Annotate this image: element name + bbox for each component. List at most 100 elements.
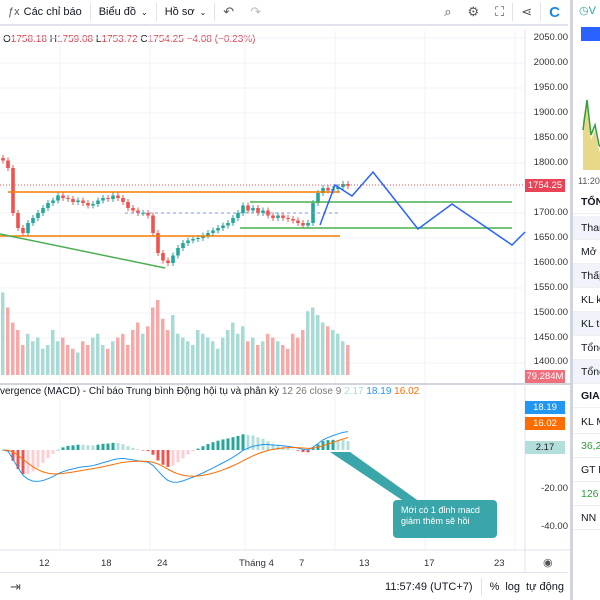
- settings-circle-icon[interactable]: ◉: [543, 557, 553, 569]
- candle-body: [291, 219, 295, 221]
- macd-histogram-bar: [31, 450, 35, 472]
- gear-icon[interactable]: ⚙: [467, 4, 480, 19]
- candle-body: [266, 210, 270, 216]
- auto-toggle[interactable]: tự động: [526, 580, 564, 593]
- volume-bar: [301, 330, 305, 375]
- price-chart[interactable]: [0, 0, 570, 572]
- volume-bar: [201, 333, 205, 375]
- goto-date-icon[interactable]: ⇥: [10, 578, 21, 594]
- redo-icon[interactable]: ↷: [250, 4, 262, 19]
- annotation-callout[interactable]: Mới có 1 đỉnh macd giảm thêm sẽ hồi: [393, 500, 497, 538]
- summary-row-label: Thar: [573, 216, 600, 240]
- divider: [214, 3, 216, 21]
- macd-histogram-bar: [171, 450, 175, 466]
- percent-toggle[interactable]: %: [489, 580, 500, 593]
- macd-histogram-bar: [26, 450, 30, 474]
- price-axis-label: 1550.00: [533, 282, 568, 293]
- macd-histogram-bar: [226, 438, 230, 450]
- volume-bar: [26, 333, 30, 375]
- volume-bar: [206, 337, 210, 375]
- candle-body: [16, 213, 20, 228]
- volume-bar: [141, 333, 145, 375]
- summary-row-label: KL t: [573, 312, 600, 336]
- macd-histogram-bar: [166, 450, 170, 467]
- volume-bar: [16, 330, 20, 375]
- candle-body: [146, 213, 150, 216]
- macd-histogram-bar: [326, 440, 330, 450]
- time-axis-label: Tháng 4: [239, 558, 274, 569]
- candle-body: [151, 215, 155, 233]
- candle-body: [101, 198, 105, 201]
- price-axis-label: 2050.00: [533, 32, 568, 43]
- macd-histogram-bar: [201, 446, 205, 450]
- macd-histogram-bar: [331, 439, 335, 450]
- candle-body: [336, 187, 340, 189]
- macd-histogram-bar: [241, 434, 245, 450]
- time-axis-label: 24: [157, 558, 168, 569]
- volume-bar: [71, 348, 75, 375]
- candle-body: [276, 215, 280, 218]
- macd-histogram-bar: [41, 450, 45, 463]
- macd-histogram-bar: [11, 450, 15, 461]
- macd-histogram-bar: [161, 450, 165, 465]
- signal-line: [2, 437, 349, 477]
- summary-row-label: Tổng: [573, 360, 600, 384]
- volume-bar: [61, 337, 65, 375]
- volume-bar: [341, 341, 345, 375]
- price-axis-label: 1600.00: [533, 257, 568, 268]
- callout-pointer: [330, 452, 420, 502]
- candle-body: [186, 240, 190, 243]
- volume-bar: [221, 337, 225, 375]
- volume-bar: [151, 307, 155, 375]
- candle-body: [116, 195, 120, 198]
- volume-bar: [161, 318, 165, 375]
- candle-body: [76, 200, 80, 202]
- chart-type-dropdown[interactable]: Biểu đồ ⌄: [98, 6, 148, 18]
- right-top-label: ◷V: [579, 5, 596, 17]
- time-axis-label: 7: [299, 558, 305, 569]
- candle-body: [36, 213, 40, 218]
- macd-histogram-bar: [266, 441, 270, 450]
- volume-bar: [321, 322, 325, 375]
- macd-histogram-bar: [56, 449, 60, 451]
- volume-bar: [126, 345, 130, 375]
- macd-histogram-bar: [101, 443, 105, 450]
- fullscreen-icon[interactable]: ⛶: [495, 4, 505, 19]
- macd-histogram-bar: [291, 449, 295, 450]
- candle-body: [296, 220, 300, 223]
- volume-bar: [266, 333, 270, 375]
- volume-bar: [191, 345, 195, 375]
- log-toggle[interactable]: log: [505, 580, 521, 593]
- volume-bar: [281, 345, 285, 375]
- volume-bar: [41, 348, 45, 375]
- macd-histogram-bar: [21, 450, 25, 475]
- volume-bar: [256, 345, 260, 375]
- candle-body: [6, 160, 10, 168]
- macd-histogram-bar: [131, 447, 135, 450]
- volume-bar: [231, 322, 235, 375]
- divider: [89, 3, 91, 21]
- volume-bar: [196, 330, 200, 375]
- candle-body: [206, 233, 210, 236]
- volume-bar: [131, 330, 135, 375]
- volume-bar: [276, 341, 280, 375]
- price-axis-label: 1650.00: [533, 232, 568, 243]
- undo-icon[interactable]: ↶: [223, 4, 235, 19]
- volume-bar: [171, 315, 175, 375]
- macd-histogram-bar: [336, 439, 340, 450]
- share-icon[interactable]: ⋖: [521, 4, 533, 19]
- section-header: TỔN: [573, 190, 600, 214]
- indicators-button[interactable]: ƒx Các chỉ báo: [8, 6, 82, 18]
- price-axis-label: 1850.00: [533, 132, 568, 143]
- right-panel-button[interactable]: [581, 27, 600, 41]
- macd-histogram-bar: [156, 450, 160, 461]
- candle-body: [241, 205, 245, 213]
- trading-row-label: 126: [573, 482, 600, 506]
- quick-search-icon[interactable]: ⌕: [444, 4, 452, 19]
- candle-body: [271, 215, 275, 218]
- macd-histogram-bar: [186, 450, 190, 455]
- volume-bar: [186, 341, 190, 375]
- macd-histogram-bar: [61, 447, 65, 450]
- summary-row-label: Tổng: [573, 336, 600, 360]
- profile-dropdown[interactable]: Hồ sơ ⌄: [164, 6, 207, 18]
